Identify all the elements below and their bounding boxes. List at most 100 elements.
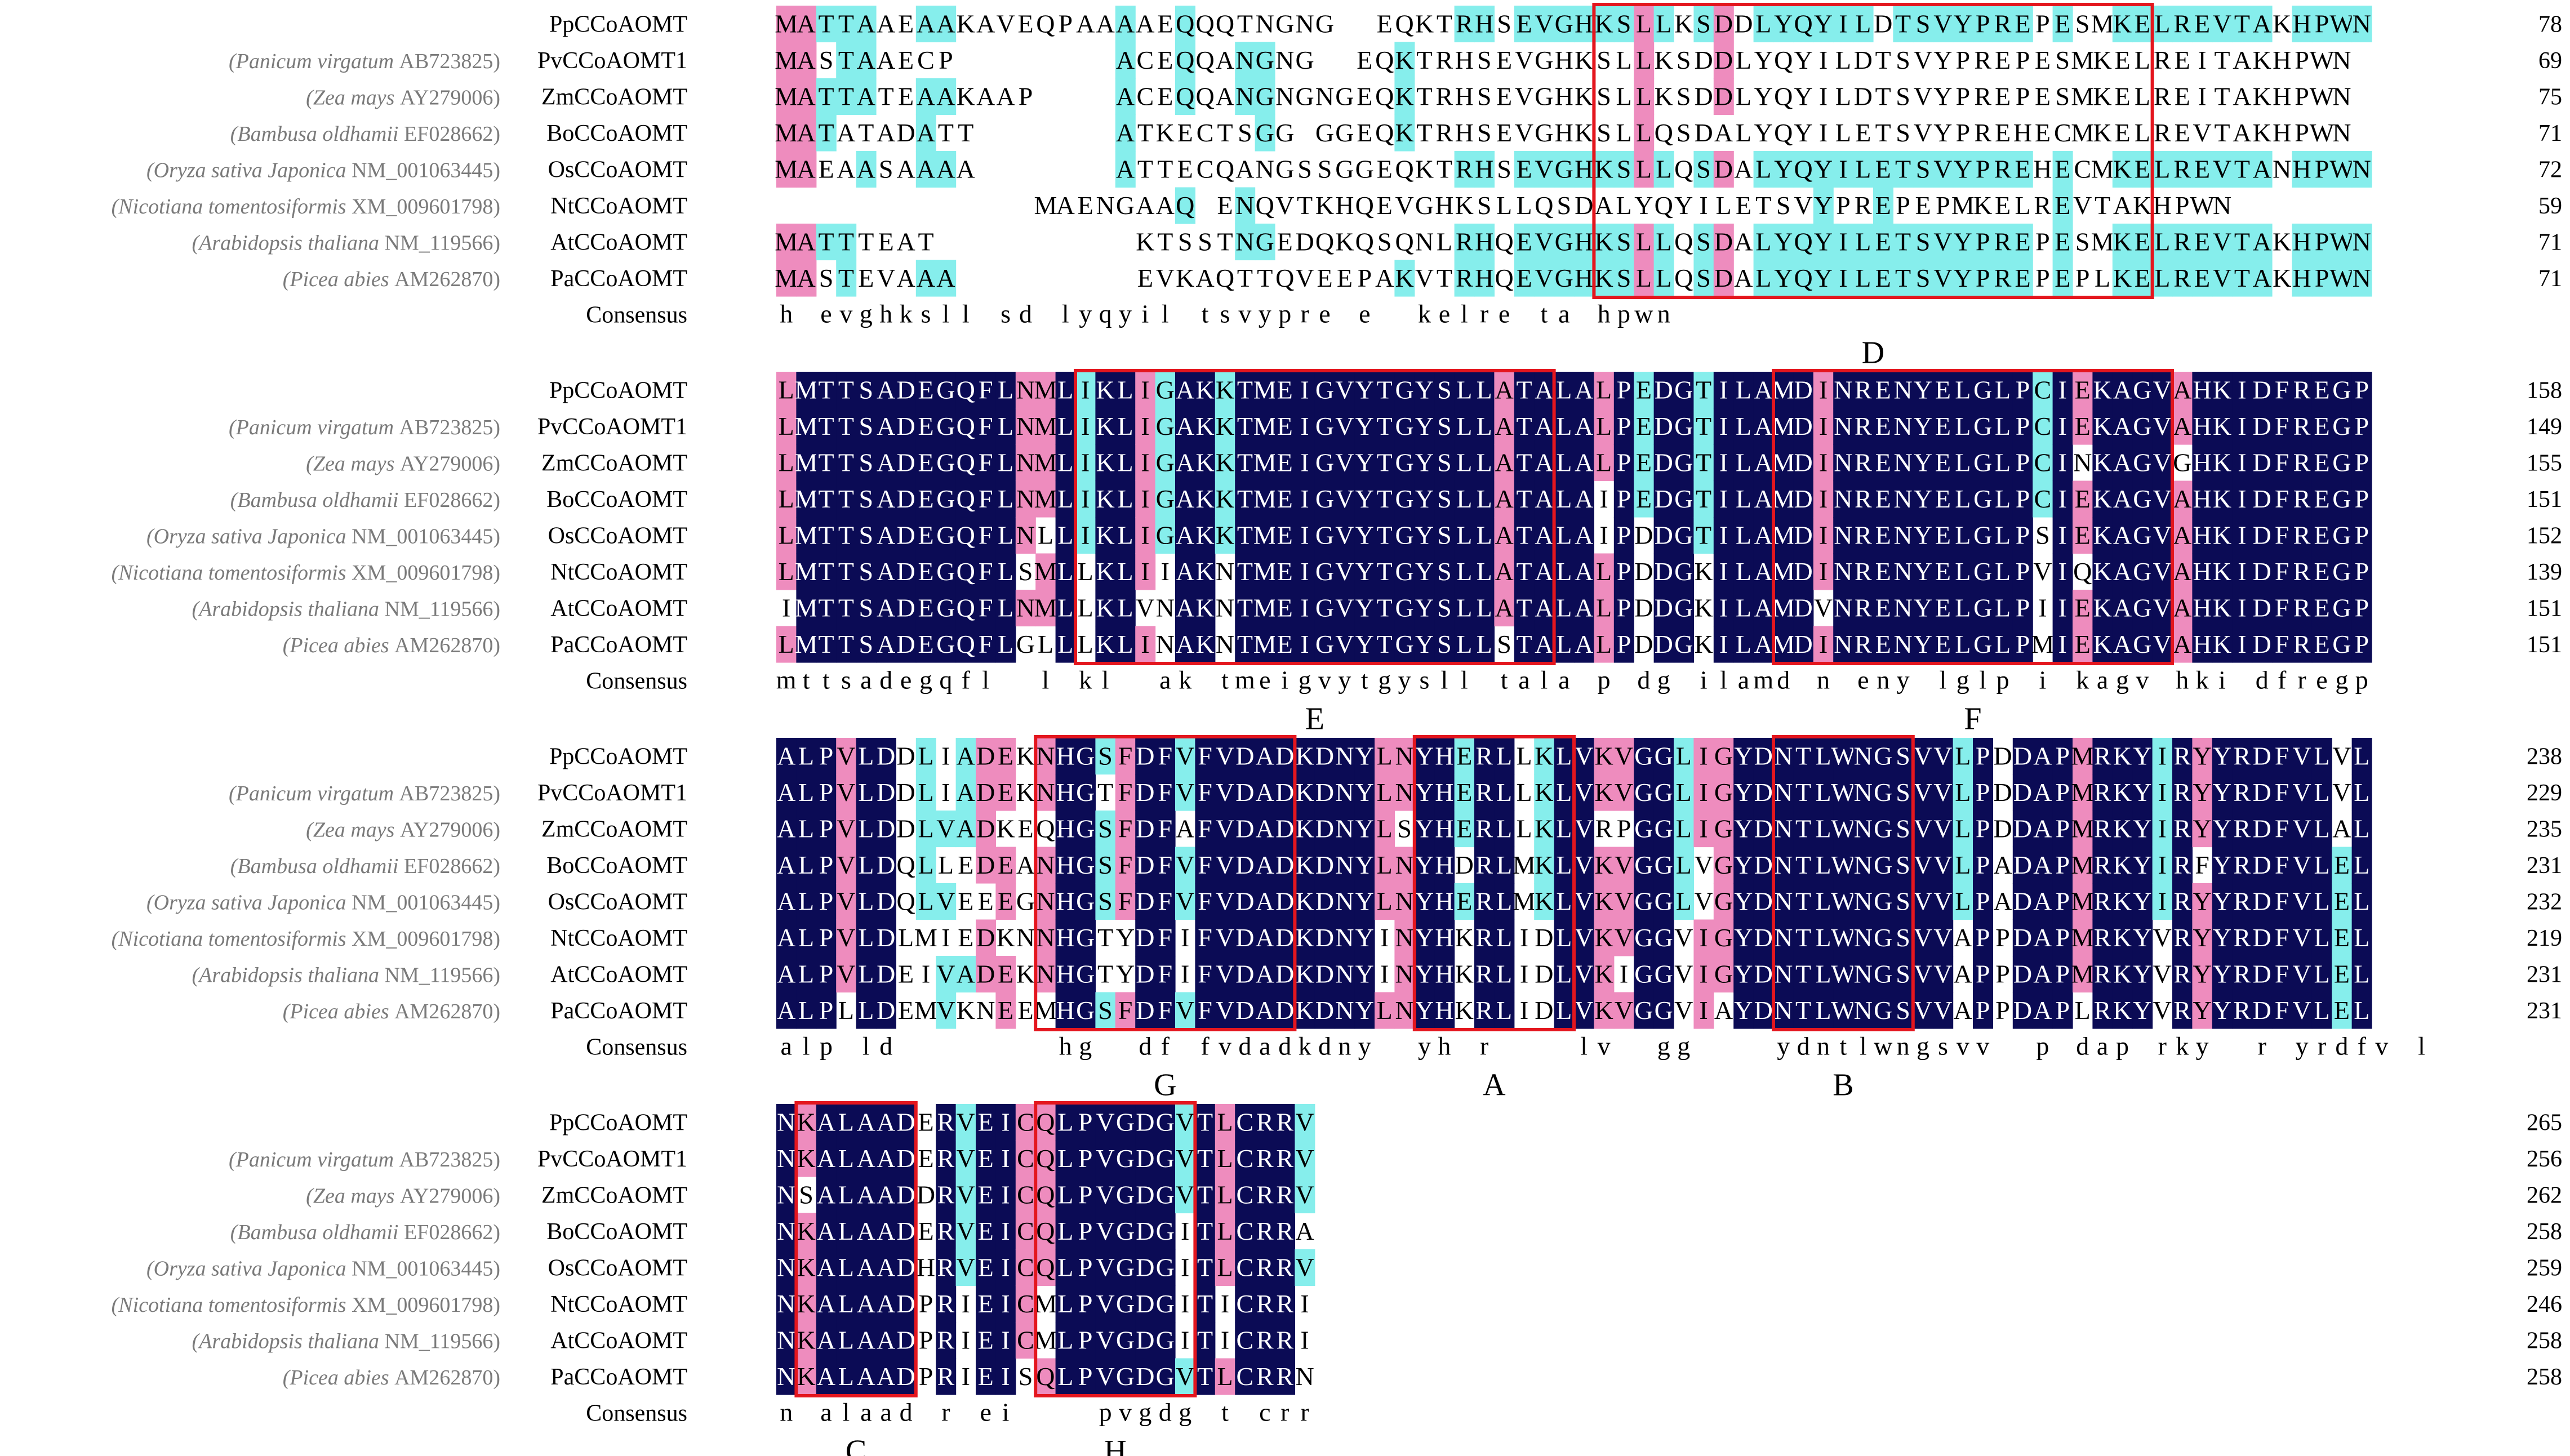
residue: K bbox=[1335, 228, 1354, 256]
residue-shade bbox=[1514, 6, 1535, 43]
residue: H bbox=[1056, 960, 1075, 989]
residue: L bbox=[858, 887, 874, 916]
residue: Q bbox=[1036, 10, 1055, 38]
residue: N bbox=[1335, 887, 1354, 916]
residue: M bbox=[795, 594, 818, 622]
residue: K bbox=[1455, 960, 1474, 989]
residue: K bbox=[1973, 191, 1992, 220]
sequence-name: BoCCoAOMT bbox=[546, 1219, 687, 1245]
residue: E bbox=[918, 594, 933, 622]
residue: S bbox=[1477, 46, 1492, 74]
residue: N bbox=[1016, 521, 1035, 550]
residue: E bbox=[2314, 484, 2329, 513]
residue: D bbox=[1754, 851, 1773, 879]
residue: R bbox=[937, 1253, 955, 1282]
residue: A bbox=[936, 10, 955, 38]
motif-label-f: F bbox=[1964, 702, 1981, 737]
residue: E bbox=[1636, 412, 1652, 440]
residue: T bbox=[818, 630, 834, 658]
residue: T bbox=[1755, 191, 1771, 220]
residue: G bbox=[1116, 1108, 1135, 1137]
residue: H bbox=[1056, 923, 1075, 952]
residue: A bbox=[1754, 412, 1773, 440]
residue: A bbox=[1754, 630, 1773, 658]
residue: I bbox=[1719, 484, 1728, 513]
residue: Y bbox=[1754, 46, 1773, 74]
residue: V bbox=[1914, 887, 1932, 916]
residue: Y bbox=[1415, 851, 1434, 879]
residue: G bbox=[1156, 376, 1175, 404]
consensus-residue: y bbox=[2196, 1031, 2209, 1060]
residue: N bbox=[1834, 521, 1852, 550]
residue: R bbox=[1256, 1362, 1274, 1391]
residue: Q bbox=[1176, 82, 1194, 111]
residue: N bbox=[1335, 742, 1354, 771]
residue: I bbox=[1221, 1326, 1229, 1355]
residue: R bbox=[1855, 191, 1872, 220]
species-annotation: (Nicotiana tomentosiformis XM_009601798) bbox=[112, 927, 500, 951]
residue: G bbox=[1634, 778, 1653, 807]
residue: K bbox=[1395, 46, 1413, 74]
motif-label-a: A bbox=[1483, 1068, 1506, 1103]
residue: K bbox=[2213, 521, 2231, 550]
consensus-residue: v bbox=[1219, 1031, 1231, 1060]
consensus-residue: y bbox=[1418, 1031, 1431, 1060]
residue: S bbox=[1597, 46, 1611, 74]
residue: L bbox=[918, 814, 933, 843]
residue: V bbox=[1914, 82, 1932, 111]
residue: K bbox=[1195, 448, 1214, 477]
residue: P bbox=[1019, 82, 1033, 111]
residue: V bbox=[1096, 1181, 1114, 1209]
residue: Y bbox=[2193, 814, 2211, 843]
consensus-residue: v bbox=[1976, 1031, 1989, 1060]
residue: E bbox=[1277, 484, 1293, 513]
residue: R bbox=[1855, 448, 1872, 477]
residue: G bbox=[1156, 1253, 1175, 1282]
residue: D bbox=[1854, 82, 1873, 111]
residue: E bbox=[2075, 412, 2091, 440]
residue: G bbox=[1714, 923, 1733, 952]
residue: I bbox=[1839, 264, 1847, 292]
residue: Y bbox=[1355, 448, 1374, 477]
residue: S bbox=[1497, 155, 1511, 184]
residue: G bbox=[1315, 594, 1334, 622]
residue: P bbox=[1617, 521, 1631, 550]
residue: E bbox=[978, 1108, 994, 1137]
residue: M bbox=[775, 228, 798, 256]
residue: I bbox=[1300, 630, 1309, 658]
residue: D bbox=[1136, 814, 1154, 843]
residue: F bbox=[2275, 630, 2289, 658]
residue: P bbox=[2056, 996, 2070, 1025]
residue: T bbox=[858, 228, 874, 256]
residue-shade bbox=[776, 6, 797, 43]
residue: A bbox=[1575, 376, 1593, 404]
residue: L bbox=[798, 742, 814, 771]
residue: A bbox=[1495, 412, 1513, 440]
residue: I bbox=[2238, 376, 2246, 404]
residue-shade bbox=[1634, 78, 1655, 115]
residue: D bbox=[896, 1108, 915, 1137]
residue-shade bbox=[1534, 260, 1555, 297]
residue: T bbox=[838, 484, 854, 513]
residue: F bbox=[2275, 778, 2289, 807]
residue: V bbox=[1295, 1181, 1314, 1209]
residue: Q bbox=[1674, 155, 1693, 184]
residue: N bbox=[1834, 630, 1852, 658]
consensus-residue: r bbox=[2318, 1031, 2326, 1060]
residue: N bbox=[1854, 923, 1873, 952]
residue: V bbox=[837, 814, 855, 843]
residue: V bbox=[2292, 778, 2311, 807]
residue: E bbox=[978, 1362, 994, 1391]
residue: P bbox=[1976, 923, 1990, 952]
consensus-residue: l bbox=[1541, 665, 1548, 694]
residue: T bbox=[838, 521, 854, 550]
consensus-residue: g bbox=[1957, 665, 1969, 694]
residue: F bbox=[1118, 887, 1133, 916]
residue: W bbox=[1831, 851, 1856, 879]
residue: W bbox=[2329, 10, 2354, 38]
residue: A bbox=[817, 1326, 835, 1355]
sequence-name: PvCCoAOMT1 bbox=[537, 414, 687, 440]
residue: K bbox=[1216, 521, 1234, 550]
residue: F bbox=[1158, 923, 1173, 952]
residue: L bbox=[1736, 484, 1751, 513]
